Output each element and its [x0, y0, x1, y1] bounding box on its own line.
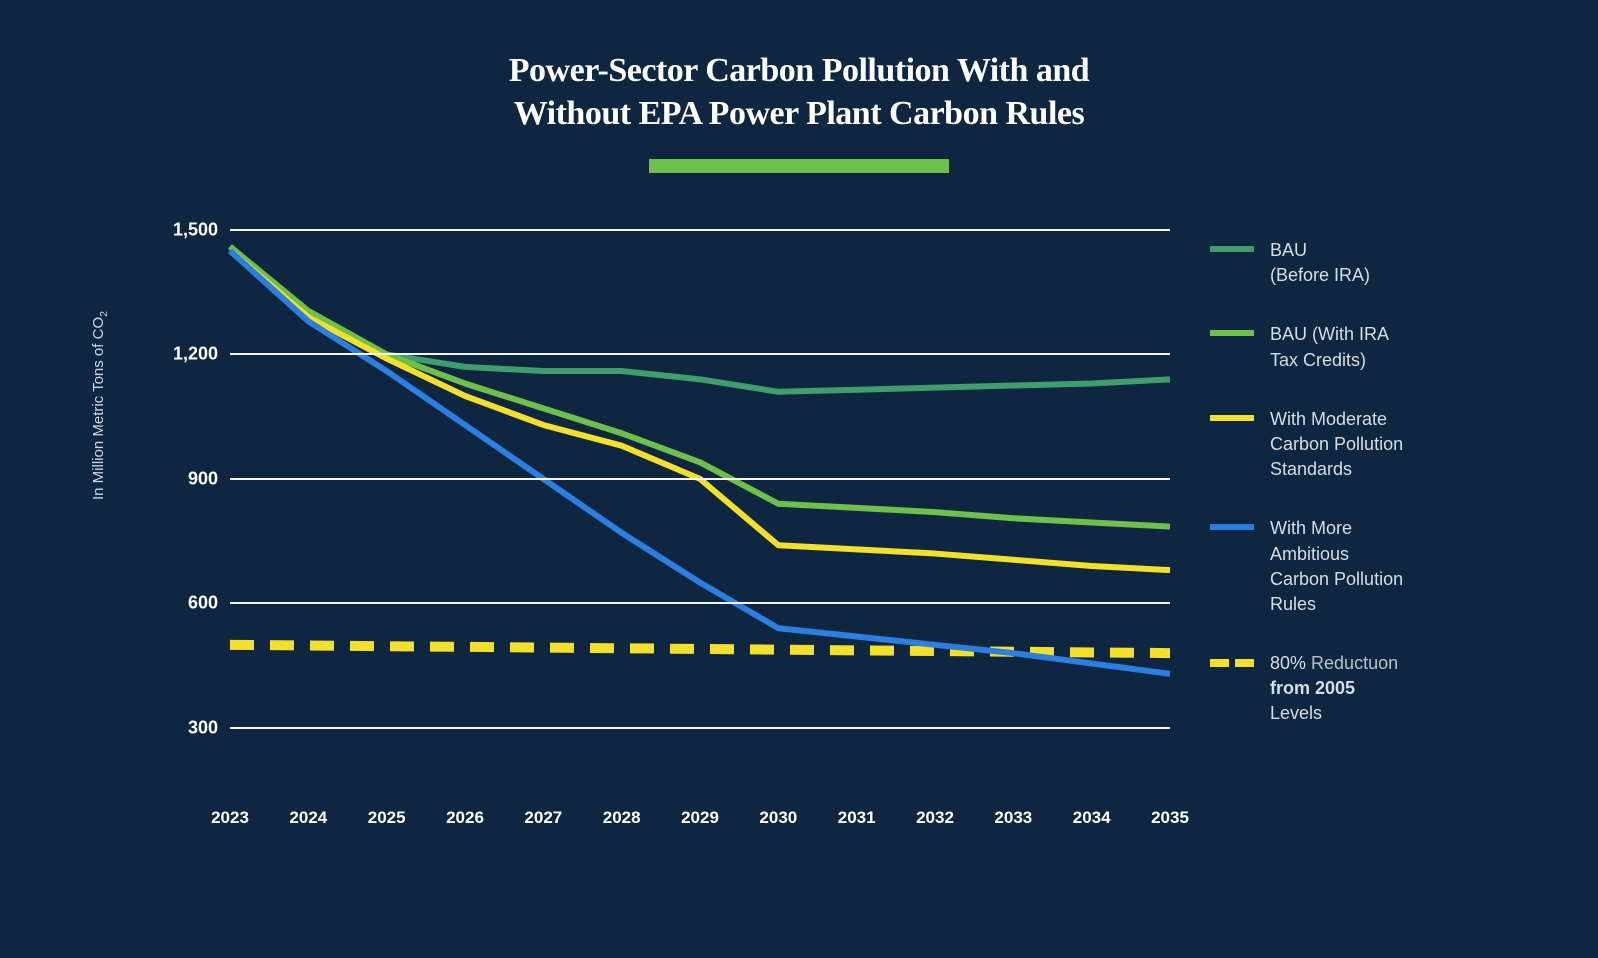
y-axis-label: In Million Metric Tons of CO2	[90, 311, 110, 500]
y-tick-label: 900	[188, 468, 218, 489]
legend-swatch	[1210, 330, 1254, 336]
legend-item-bau_before_ira: BAU(Before IRA)	[1210, 238, 1480, 288]
x-tick-label: 2024	[289, 808, 327, 828]
x-tick-label: 2032	[916, 808, 954, 828]
gridline	[230, 353, 1170, 355]
y-tick-label: 300	[188, 717, 218, 738]
gridline	[230, 727, 1170, 729]
series-bau_before_ira	[230, 247, 1170, 392]
legend-label: With ModerateCarbon PollutionStandards	[1270, 407, 1403, 483]
x-tick-label: 2033	[994, 808, 1032, 828]
title-underline	[649, 159, 949, 173]
legend-swatch	[1210, 415, 1254, 421]
y-tick-label: 1,500	[173, 220, 218, 241]
gridline	[230, 229, 1170, 231]
series-reduction_80	[230, 645, 1170, 653]
legend-label: 80% Reductuonfrom 2005Levels	[1270, 651, 1398, 727]
legend-item-bau_with_ira: BAU (With IRATax Credits)	[1210, 322, 1480, 372]
x-tick-label: 2025	[368, 808, 406, 828]
chart-title-line2: Without EPA Power Plant Carbon Rules	[0, 93, 1598, 136]
plot-area: 3006009001,2001,500202320242025202620272…	[230, 230, 1170, 790]
x-tick-label: 2026	[446, 808, 484, 828]
legend-label: With MoreAmbitiousCarbon PollutionRules	[1270, 516, 1403, 617]
chart-container: In Million Metric Tons of CO2 3006009001…	[110, 230, 1490, 850]
x-tick-label: 2029	[681, 808, 719, 828]
legend-swatch	[1210, 246, 1254, 252]
gridline	[230, 478, 1170, 480]
legend-swatch	[1210, 524, 1254, 530]
series-moderate_standards	[230, 251, 1170, 570]
legend-item-reduction_80: 80% Reductuonfrom 2005Levels	[1210, 651, 1480, 727]
legend-swatch	[1210, 659, 1254, 665]
legend-label: BAU(Before IRA)	[1270, 238, 1370, 288]
chart-title-line1: Power-Sector Carbon Pollution With and	[0, 50, 1598, 93]
x-tick-label: 2035	[1151, 808, 1189, 828]
y-tick-label: 600	[188, 593, 218, 614]
gridline	[230, 602, 1170, 604]
legend: BAU(Before IRA) BAU (With IRATax Credits)…	[1210, 238, 1480, 761]
legend-item-moderate_standards: With ModerateCarbon PollutionStandards	[1210, 407, 1480, 483]
x-tick-label: 2034	[1073, 808, 1111, 828]
line-series-svg	[230, 230, 1170, 790]
chart-title-block: Power-Sector Carbon Pollution With and W…	[0, 50, 1598, 178]
legend-item-ambitious_rules: With MoreAmbitiousCarbon PollutionRules	[1210, 516, 1480, 617]
x-tick-label: 2023	[211, 808, 249, 828]
x-tick-label: 2028	[603, 808, 641, 828]
x-tick-label: 2030	[759, 808, 797, 828]
x-tick-label: 2027	[524, 808, 562, 828]
legend-label: BAU (With IRATax Credits)	[1270, 322, 1389, 372]
y-tick-label: 1,200	[173, 344, 218, 365]
x-tick-label: 2031	[838, 808, 876, 828]
